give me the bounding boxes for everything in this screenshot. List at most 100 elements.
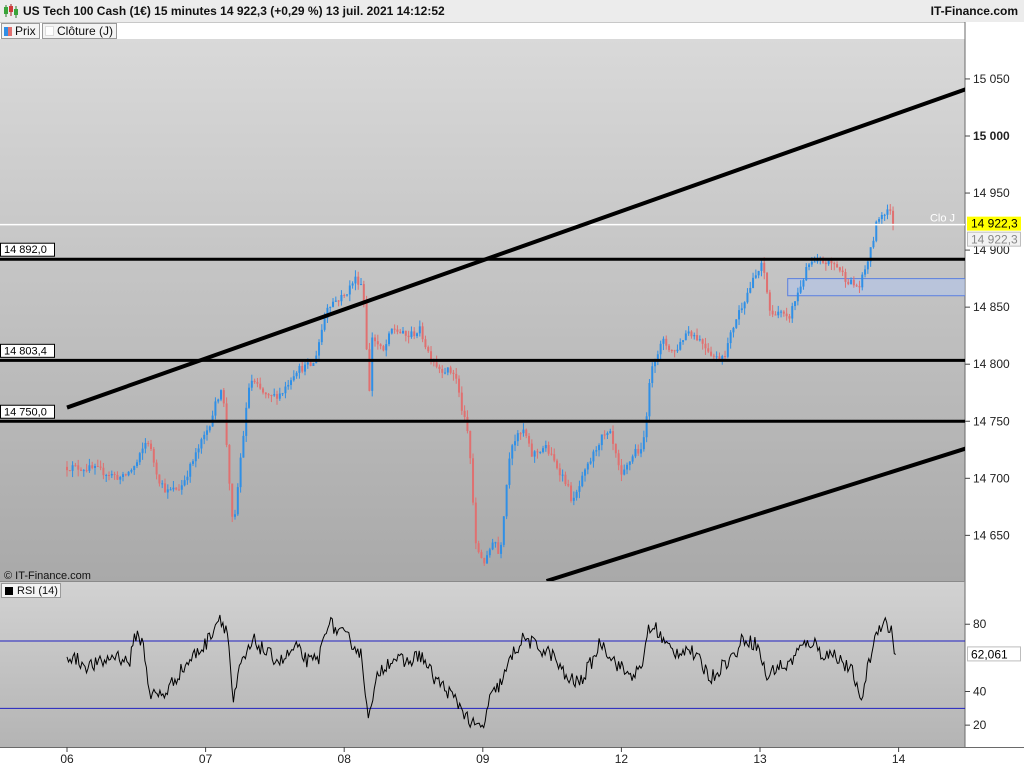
price-candle xyxy=(847,281,850,285)
price-candle xyxy=(343,295,346,297)
price-candle xyxy=(542,448,545,452)
price-candle xyxy=(578,486,581,492)
price-candle xyxy=(234,514,237,517)
price-candle xyxy=(614,443,617,454)
price-candle xyxy=(522,429,525,434)
price-candle xyxy=(379,344,382,347)
price-candle xyxy=(438,366,441,369)
price-candle xyxy=(864,269,867,275)
price-candle xyxy=(441,368,444,373)
price-candle xyxy=(455,373,458,379)
price-candle xyxy=(586,463,589,470)
price-candle xyxy=(530,443,533,457)
price-candle xyxy=(220,390,223,400)
price-candle xyxy=(273,394,276,396)
price-candle xyxy=(99,466,102,468)
price-candle xyxy=(830,259,833,264)
price-candle xyxy=(150,443,153,450)
price-candle xyxy=(82,470,85,472)
price-candle xyxy=(236,487,239,515)
level-label-box xyxy=(0,404,55,419)
time-axis-background xyxy=(0,747,1024,768)
price-candle xyxy=(581,475,584,487)
price-candle xyxy=(584,469,587,476)
price-candle xyxy=(390,328,393,334)
price-candle xyxy=(852,279,855,286)
price-candle xyxy=(799,286,802,293)
price-axis-background xyxy=(965,22,1024,747)
price-candle xyxy=(119,477,122,480)
brand-label[interactable]: IT-Finance.com xyxy=(930,4,1018,18)
price-candle xyxy=(474,502,477,544)
price-candle xyxy=(794,301,797,307)
price-candle xyxy=(598,445,601,451)
price-candle xyxy=(337,300,340,302)
price-candle xyxy=(514,441,517,446)
price-candle xyxy=(844,271,847,282)
price-candle xyxy=(729,332,732,344)
price-candle xyxy=(732,327,735,333)
price-tick-label: 14 750 xyxy=(973,414,1010,428)
price-candle xyxy=(558,468,561,476)
price-candle xyxy=(113,473,116,475)
price-tick-label: 14 850 xyxy=(973,300,1010,314)
price-candle xyxy=(575,491,578,498)
price-candle xyxy=(617,453,620,466)
price-candle xyxy=(687,331,690,334)
price-candle xyxy=(169,489,172,491)
rsi-tick-label: 80 xyxy=(973,617,987,631)
price-candle xyxy=(651,366,654,384)
price-candle xyxy=(399,331,402,334)
time-tick-label: 07 xyxy=(199,752,213,766)
price-candle xyxy=(290,380,293,385)
price-candle xyxy=(665,338,668,346)
price-candle xyxy=(365,302,368,350)
price-candle xyxy=(186,476,189,481)
price-candle xyxy=(791,306,794,319)
time-tick-label: 14 xyxy=(892,752,906,766)
legend-close[interactable]: Clôture (J) xyxy=(42,23,118,39)
price-candle xyxy=(354,276,357,284)
legend-bar: Prix Clôture (J) xyxy=(0,22,965,39)
price-candle xyxy=(292,376,295,381)
price-candle xyxy=(144,442,147,449)
price-candle xyxy=(158,474,161,484)
price-candle xyxy=(374,337,377,342)
price-candle xyxy=(561,474,564,476)
price-candle xyxy=(676,349,679,352)
price-candle xyxy=(886,209,889,215)
price-candle xyxy=(110,473,113,476)
price-candle xyxy=(670,350,673,352)
price-candle xyxy=(805,267,808,281)
price-candle xyxy=(136,462,139,467)
price-candle xyxy=(340,295,343,302)
price-candle xyxy=(66,466,68,471)
price-candle xyxy=(878,219,881,222)
price-candle xyxy=(357,276,360,285)
price-candle xyxy=(869,247,872,262)
price-candle xyxy=(600,434,603,446)
price-candle xyxy=(444,372,447,374)
price-candle xyxy=(371,337,374,391)
price-candle xyxy=(351,283,354,286)
price-candle xyxy=(362,284,365,303)
price-candle xyxy=(519,433,522,435)
price-candle xyxy=(222,390,225,404)
legend-price-label: Prix xyxy=(15,24,36,38)
price-candle xyxy=(130,469,133,472)
legend-rsi[interactable]: RSI (14) xyxy=(1,583,61,598)
price-candle xyxy=(483,557,486,564)
price-candle xyxy=(264,392,267,395)
price-candle xyxy=(760,262,763,271)
candlestick-icon xyxy=(4,4,18,18)
price-candle xyxy=(589,461,592,464)
price-candle xyxy=(872,240,875,248)
chart-title: US Tech 100 Cash (1€) 15 minutes 14 922,… xyxy=(23,4,445,18)
price-candle xyxy=(192,461,195,464)
price-candle xyxy=(556,460,559,469)
price-candle xyxy=(446,367,449,373)
price-candle xyxy=(824,262,827,265)
title-bar: US Tech 100 Cash (1€) 15 minutes 14 922,… xyxy=(0,0,1024,23)
legend-price[interactable]: Prix xyxy=(1,23,40,39)
